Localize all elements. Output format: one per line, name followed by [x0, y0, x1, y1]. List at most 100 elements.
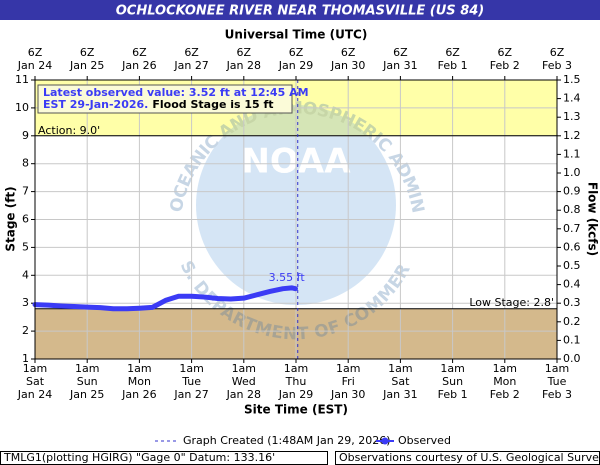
x2-tick-label: 6Z	[445, 46, 460, 59]
x2-tick-label: Jan 28	[226, 59, 261, 72]
x2-tick-label: 6Z	[550, 46, 565, 59]
x-tick-label: 1am	[336, 362, 360, 375]
footer-left: TMLG1(plotting HGIRG) "Gage 0" Datum: 13…	[3, 451, 275, 464]
y-tick-label: 2	[22, 324, 29, 337]
y-tick-label: 5	[22, 240, 29, 253]
x-tick-label: Jan 30	[330, 388, 365, 401]
y2-tick-label: 1.1	[563, 147, 581, 160]
y-tick-label: 10	[15, 101, 29, 114]
x-tick-label: 1am	[179, 362, 203, 375]
x-axis-title: Site Time (EST)	[244, 403, 348, 417]
x-tick-label: 1am	[232, 362, 256, 375]
footer-right: Observations courtesy of U.S. Geological…	[339, 451, 600, 464]
x-tick-label: Tue	[181, 375, 201, 388]
info-box	[37, 84, 293, 114]
x2-tick-label: 6Z	[80, 46, 95, 59]
x2-tick-label: Jan 26	[121, 59, 156, 72]
x2-tick-label: 6Z	[28, 46, 43, 59]
x-tick-label: 1am	[545, 362, 569, 375]
x-tick-label: Sat	[26, 375, 45, 388]
x-tick-label: Jan 31	[382, 388, 417, 401]
x2-tick-label: 6Z	[341, 46, 356, 59]
y2-tick-label: 1.0	[563, 166, 581, 179]
x-tick-label: 1am	[388, 362, 412, 375]
x-tick-label: 1am	[284, 362, 308, 375]
x2-tick-label: 6Z	[237, 46, 252, 59]
x2-tick-label: Jan 29	[278, 59, 313, 72]
y2-tick-label: 1.2	[563, 129, 581, 142]
x2-tick-label: Feb 3	[542, 59, 572, 72]
low-stage-label: Low Stage: 2.8'	[469, 296, 554, 309]
chart-title: OCHLOCKONEE RIVER NEAR THOMASVILLE (US 8…	[116, 4, 484, 19]
x-tick-label: Tue	[547, 375, 567, 388]
x2-tick-label: Jan 31	[382, 59, 417, 72]
info-date: EST 29-Jan-2026.	[43, 98, 148, 111]
series-line	[32, 285, 298, 312]
action-label: Action: 9.0'	[38, 124, 100, 137]
x-tick-label: Sat	[391, 375, 410, 388]
x-tick-label: Mon	[128, 375, 151, 388]
legend-swatch-dot	[381, 437, 389, 445]
peak-label: 3.55 ft	[269, 271, 306, 284]
y2-tick-label: 0.7	[563, 222, 581, 235]
x2-tick-label: 6Z	[184, 46, 199, 59]
y-tick-label: 1	[22, 352, 29, 365]
legend-label: Observed	[398, 434, 451, 447]
info-line2: EST 29-Jan-2026. Flood Stage is 15 ft	[43, 98, 274, 111]
y-axis-title: Stage (ft)	[4, 186, 18, 251]
x-tick-label: Jan 27	[173, 388, 208, 401]
y2-tick-label: 0.6	[563, 240, 581, 253]
info-line1: Latest observed value: 3.52 ft at 12:45 …	[43, 86, 309, 99]
y-tick-label: 4	[22, 268, 29, 281]
y-tick-label: 3	[22, 296, 29, 309]
y2-tick-label: 0.3	[563, 296, 581, 309]
y2-tick-label: 0.8	[563, 203, 581, 216]
x-tick-label: 1am	[440, 362, 464, 375]
x-tick-label: Jan 28	[226, 388, 261, 401]
x-tick-label: Feb 1	[438, 388, 468, 401]
x-tick-label: Fri	[342, 375, 355, 388]
y-tick-label: 11	[15, 73, 29, 86]
x-tick-label: Sun	[442, 375, 463, 388]
x-tick-label: Jan 26	[121, 388, 156, 401]
x-tick-label: 1am	[75, 362, 99, 375]
x-tick-label: 1am	[127, 362, 151, 375]
top-axis-title: Universal Time (UTC)	[225, 28, 368, 42]
x-tick-label: Jan 29	[278, 388, 313, 401]
x-tick-label: Mon	[493, 375, 516, 388]
x2-tick-label: Feb 1	[438, 59, 468, 72]
x-tick-label: 1am	[23, 362, 47, 375]
y2-axis-title: Flow (kcfs)	[586, 182, 600, 256]
y2-tick-label: 0.2	[563, 315, 581, 328]
y-tick-label: 8	[22, 157, 29, 170]
x2-tick-label: Jan 30	[330, 59, 365, 72]
x-tick-label: Thu	[285, 375, 307, 388]
x-tick-label: Sun	[77, 375, 98, 388]
x-tick-label: Feb 2	[490, 388, 520, 401]
x2-tick-label: Jan 24	[17, 59, 52, 72]
y-tick-label: 9	[22, 129, 29, 142]
x-tick-label: Wed	[232, 375, 256, 388]
x2-tick-label: 6Z	[132, 46, 147, 59]
plot-border	[34, 79, 558, 360]
x2-tick-label: Jan 27	[173, 59, 208, 72]
y2-tick-label: 0.4	[563, 278, 581, 291]
title-bar	[0, 0, 600, 20]
x2-tick-label: 6Z	[498, 46, 513, 59]
y-tick-label: 6	[22, 213, 29, 226]
x2-tick-label: 6Z	[393, 46, 408, 59]
y2-tick-label: 1.5	[563, 73, 581, 86]
legend-graph-created: Graph Created (1:48AM Jan 29, 2026)	[183, 434, 391, 447]
x2-tick-label: Jan 25	[69, 59, 104, 72]
y2-tick-label: 0.0	[563, 352, 581, 365]
info-flood-stage: Flood Stage is 15 ft	[152, 98, 273, 111]
y2-tick-label: 0.9	[563, 185, 581, 198]
y2-tick-label: 1.3	[563, 110, 581, 123]
x-tick-label: Feb 3	[542, 388, 572, 401]
y2-tick-label: 0.1	[563, 333, 581, 346]
x2-tick-label: Feb 2	[490, 59, 520, 72]
x-tick-label: Jan 25	[69, 388, 104, 401]
y2-tick-label: 0.5	[563, 259, 581, 272]
x-tick-label: Jan 24	[17, 388, 52, 401]
